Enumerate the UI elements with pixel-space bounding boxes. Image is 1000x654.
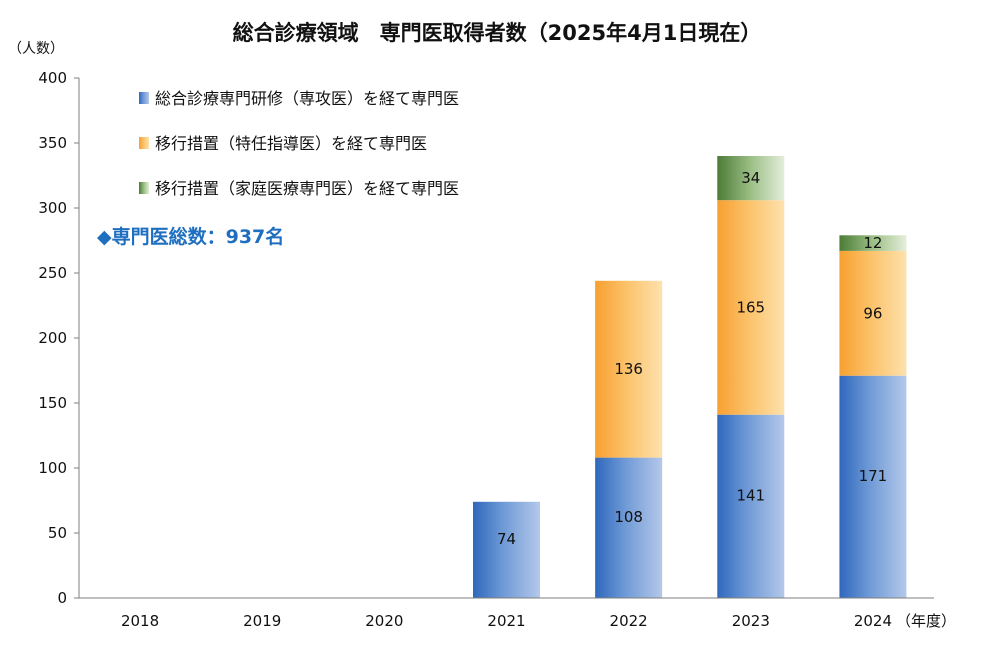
data-label: 108 — [614, 508, 643, 526]
y-tick-label: 350 — [38, 134, 67, 152]
x-tick-label: 2022 — [610, 612, 648, 630]
x-tick-label: 2019 — [243, 612, 281, 630]
x-tick-label: 2021 — [487, 612, 525, 630]
bar-segment — [839, 250, 907, 376]
bar-segment — [717, 156, 785, 201]
bar-segment — [717, 200, 785, 415]
y-tick-label: 200 — [38, 329, 67, 347]
y-tick-label: 400 — [38, 69, 67, 87]
y-axis-unit: （人数） — [8, 41, 64, 57]
data-label: 12 — [863, 234, 882, 252]
data-label: 96 — [863, 304, 882, 322]
bars — [473, 156, 907, 598]
x-tick-label: 2024 — [854, 612, 892, 630]
bar-segment — [473, 501, 540, 598]
bar-segment — [595, 457, 663, 598]
legend: 総合診療専門研修（専攻医）を経て専門医移行措置（特任指導医）を経て専門医移行措置… — [139, 89, 459, 198]
data-label: 34 — [741, 169, 760, 187]
y-axis-ticks: 0 50 100 150 200 250 300 350 400 — [38, 69, 79, 607]
data-labels: 74 108 136 141 165 34 171 96 12 — [497, 169, 887, 548]
y-tick-label: 300 — [38, 199, 67, 217]
legend-label: 移行措置（特任指導医）を経て専門医 — [155, 134, 427, 153]
bar-segment — [839, 375, 907, 598]
data-label: 74 — [497, 530, 516, 548]
y-tick-label: 0 — [57, 589, 67, 607]
bar-segment — [839, 235, 907, 251]
data-label: 165 — [736, 298, 765, 316]
data-label: 136 — [614, 360, 643, 378]
data-label: 141 — [736, 486, 765, 504]
bar-segment — [595, 280, 663, 458]
legend-swatch — [139, 182, 149, 194]
total-annotation: ◆専門医総数：937名 — [97, 225, 284, 248]
x-tick-label: 2020 — [365, 612, 403, 630]
y-tick-label: 250 — [38, 264, 67, 282]
y-tick-label: 100 — [38, 459, 67, 477]
x-tick-label: 2023 — [732, 612, 770, 630]
x-tick-label: 2018 — [121, 612, 159, 630]
data-label: 171 — [859, 467, 888, 485]
legend-swatch — [139, 92, 149, 104]
x-axis-unit: （年度） — [896, 612, 956, 630]
legend-label: 移行措置（家庭医療専門医）を経て専門医 — [155, 179, 459, 198]
bar-segment — [717, 414, 785, 598]
x-axis-ticks: 2018 2019 2020 2021 2022 2023 2024 — [121, 612, 892, 630]
legend-label: 総合診療専門研修（専攻医）を経て専門医 — [155, 89, 459, 108]
y-tick-label: 150 — [38, 394, 67, 412]
y-tick-label: 50 — [48, 524, 67, 542]
legend-swatch — [139, 137, 149, 149]
chart-title: 総合診療領域 専門医取得者数（2025年4月1日現在） — [233, 21, 762, 45]
